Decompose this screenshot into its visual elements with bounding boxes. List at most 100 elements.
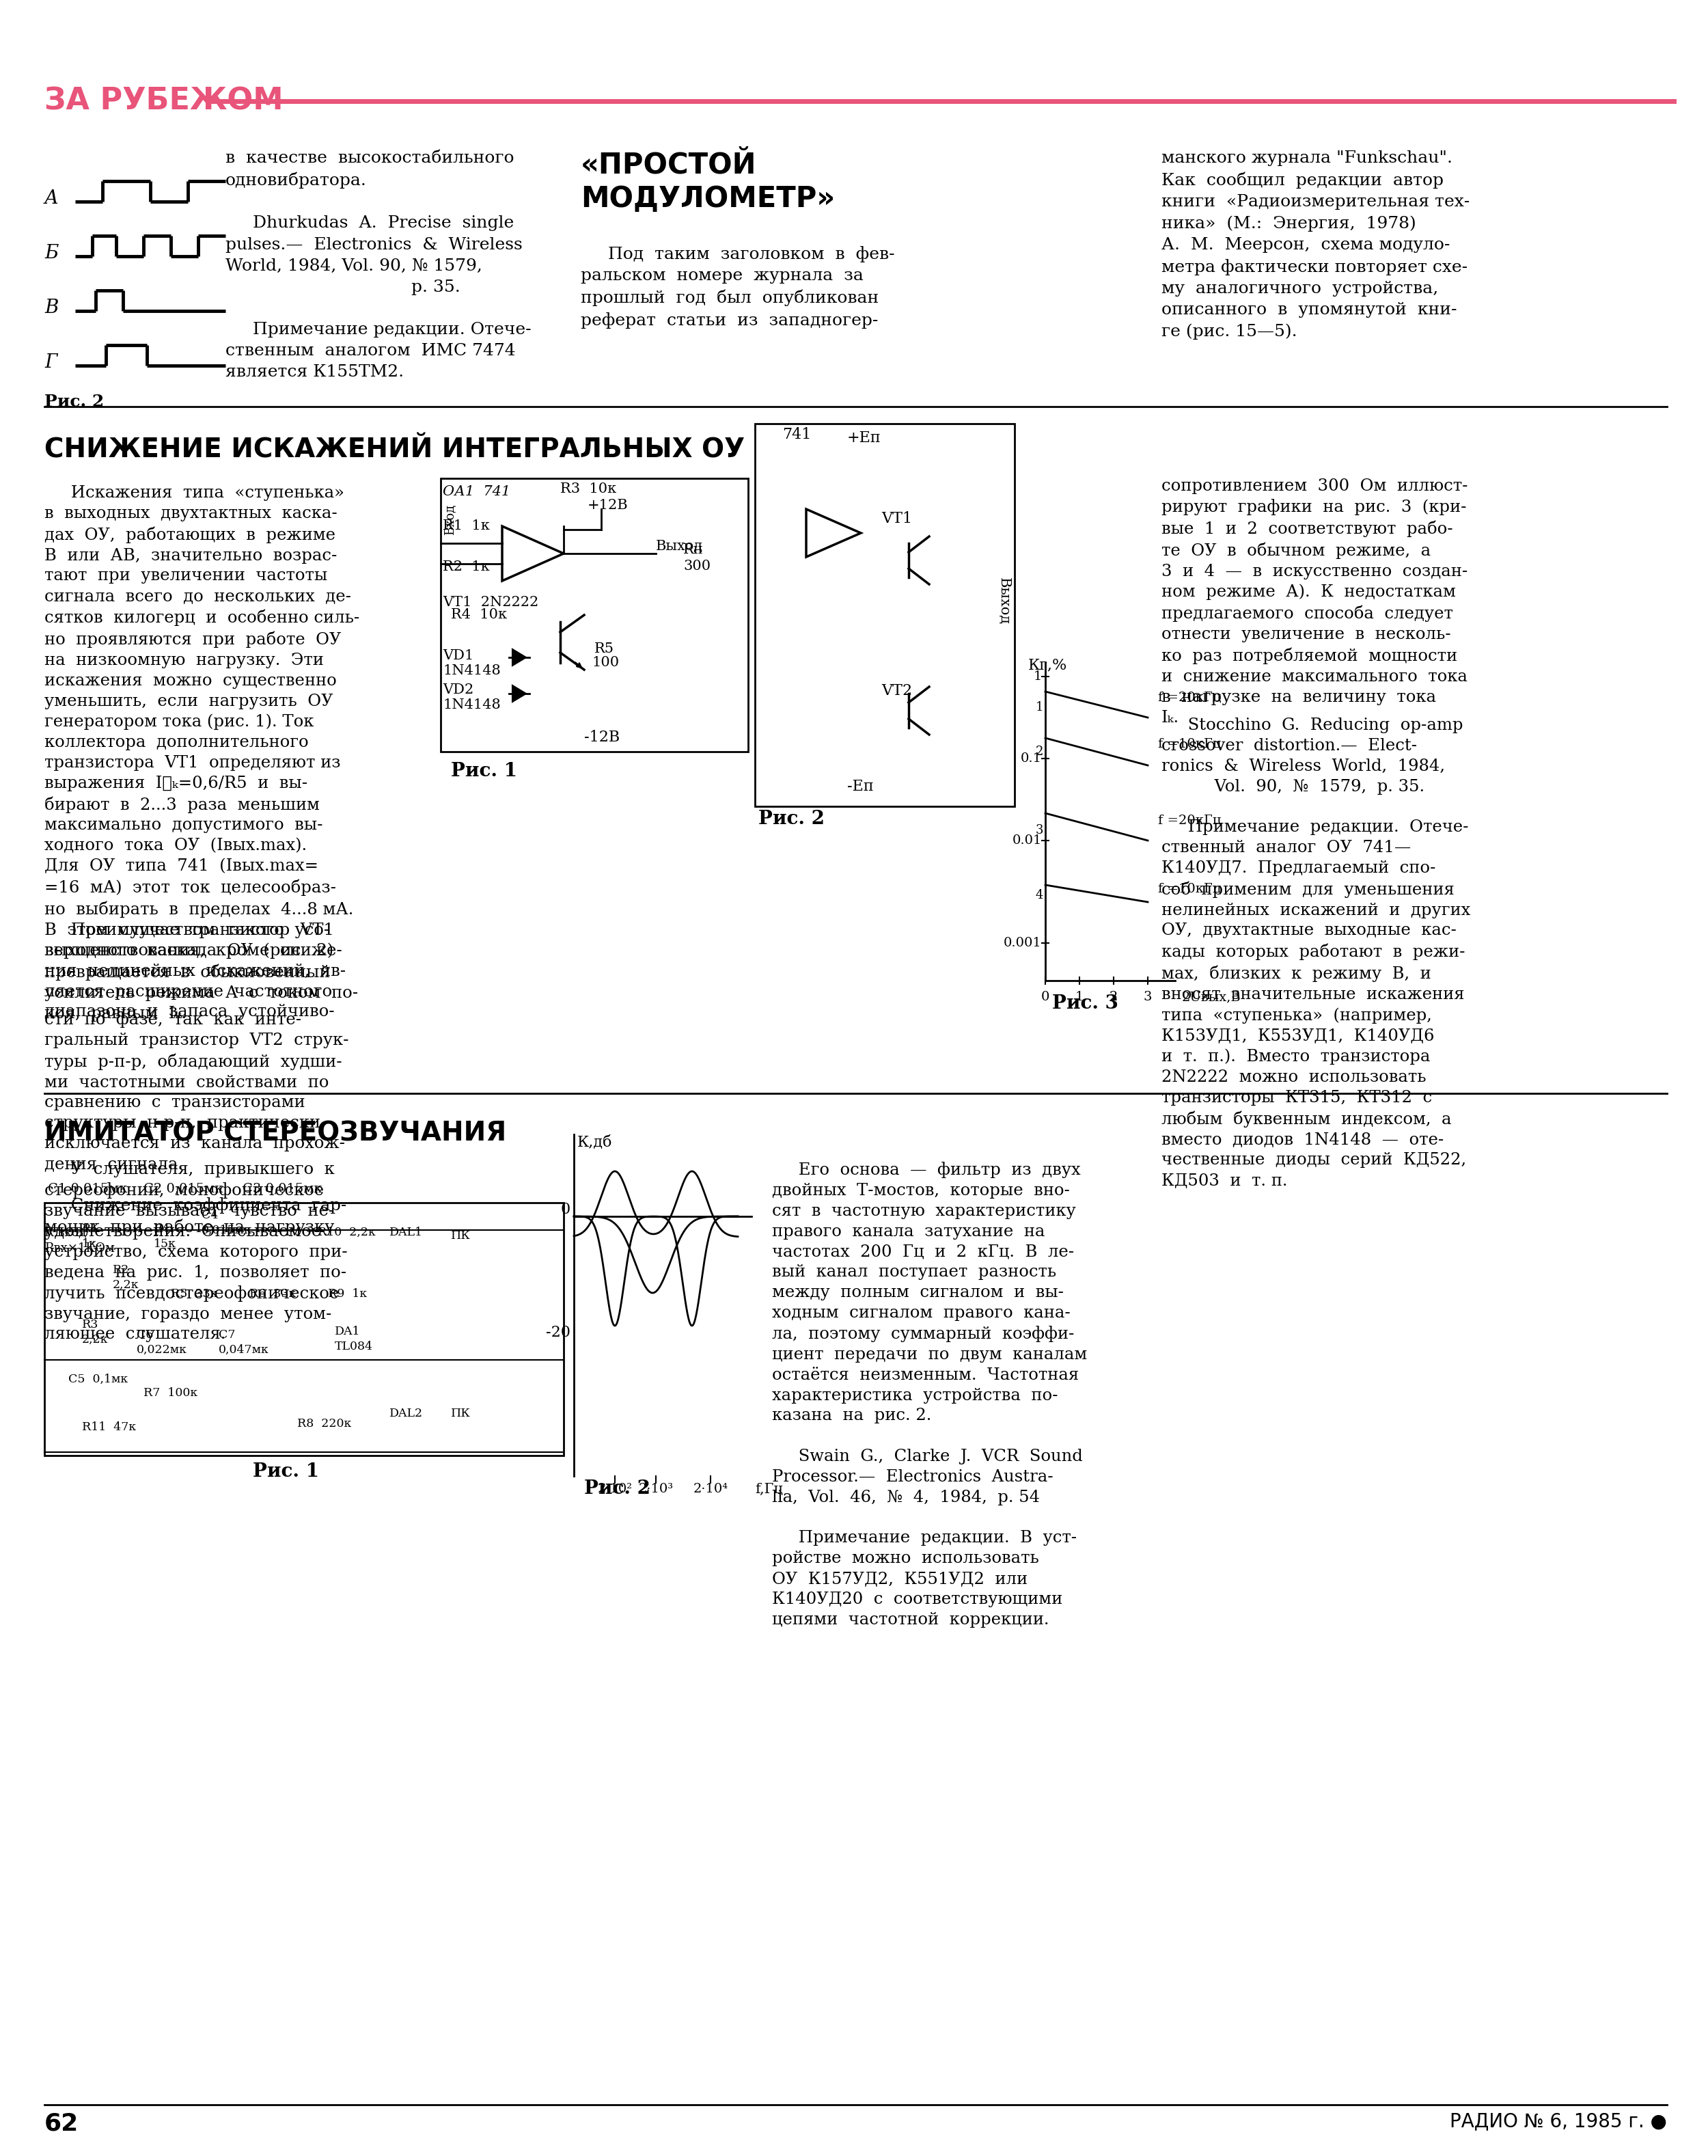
Text: Б: Б [44, 244, 58, 263]
Text: R10  2,2к: R10 2,2к [318, 1227, 376, 1238]
Text: 0.001: 0.001 [1004, 938, 1042, 949]
Text: 62: 62 [44, 2111, 79, 2134]
Text: DAL2: DAL2 [389, 1408, 424, 1419]
Text: R1  1к: R1 1к [442, 520, 490, 533]
Text: DAL1: DAL1 [389, 1227, 424, 1238]
Text: Stocchino  G.  Reducing  op-amp
crossover  distortion.—  Elect-
ronics  &  Wirel: Stocchino G. Reducing op-amp crossover d… [1161, 718, 1471, 1188]
Bar [441, 479, 748, 752]
Text: «ПРОСТОЙ: «ПРОСТОЙ [581, 151, 757, 179]
Text: Кг,%: Кг,% [1028, 658, 1068, 673]
Polygon shape [512, 649, 526, 666]
Text: Рис. 1: Рис. 1 [451, 761, 518, 780]
Text: R5: R5 [594, 642, 615, 655]
Text: 0.1: 0.1 [1021, 752, 1042, 765]
Text: Рис. 2: Рис. 2 [44, 395, 104, 410]
Text: Рис. 1: Рис. 1 [253, 1462, 319, 1481]
Text: C7
0,047мк: C7 0,047мк [219, 1328, 270, 1356]
Text: 3: 3 [1035, 824, 1044, 837]
Text: VD2: VD2 [442, 683, 473, 696]
Text: C1 0,015мк: C1 0,015мк [48, 1181, 128, 1194]
Text: сопротивлением  300  Ом  иллюст-
рируют  графики  на  рис.  3  (кри-
вые  1  и  : сопротивлением 300 Ом иллюст- рируют гра… [1161, 479, 1467, 724]
Text: -12В: -12В [584, 731, 620, 744]
Text: манского журнала "Funkschau".
Как  сообщил  редакции  автор
книги  «Радиоизмерит: манского журнала "Funkschau". Как сообщи… [1161, 151, 1469, 341]
Text: +12B: +12B [588, 498, 629, 511]
Text: 2·10⁴: 2·10⁴ [693, 1483, 728, 1496]
Text: R11  47к: R11 47к [82, 1421, 137, 1434]
Text: C2 0,015мк: C2 0,015мк [143, 1181, 224, 1194]
Text: МОДУЛОМЕТР»: МОДУЛОМЕТР» [581, 185, 835, 213]
Text: DA1
TL084: DA1 TL084 [335, 1326, 372, 1352]
Text: Рис. 2: Рис. 2 [758, 811, 825, 828]
Text: R4  10к: R4 10к [451, 608, 507, 621]
Text: В: В [44, 298, 58, 317]
Text: +Еп: +Еп [847, 431, 881, 446]
Text: 0: 0 [560, 1203, 570, 1218]
Text: 1: 1 [1076, 992, 1083, 1003]
Bar [755, 425, 1015, 806]
Text: 2·10³: 2·10³ [639, 1483, 673, 1496]
Text: f =10кГц: f =10кГц [1158, 737, 1221, 750]
Text: Под  таким  заголовком  в  фев-
ральском  номере  журнала  за
прошлый  год  был : Под таким заголовком в фев- ральском ном… [581, 246, 895, 328]
Text: У  слушателя,  привыкшего  к
стереофонии,  монофоническое
звучание  вызывает  чу: У слушателя, привыкшего к стереофонии, м… [44, 1162, 347, 1343]
Text: Rн
300: Rн 300 [683, 543, 711, 573]
Text: сти  по  фазе,  так  как  инте-
гральный  транзистор  VT2  струк-
туры  р-п-р,  : сти по фазе, так как инте- гральный тран… [44, 1011, 348, 1235]
Text: ПК: ПК [451, 1408, 471, 1419]
Text: в  качестве  высокостабильного
одновибратора.

     Dhurkudas  A.  Precise  sing: в качестве высокостабильного одновибрато… [225, 151, 531, 379]
Text: 1: 1 [1035, 701, 1044, 714]
Text: f,Гц: f,Гц [755, 1483, 782, 1496]
Text: ИМИТАТОР СТЕРЕОЗВУЧАНИЯ: ИМИТАТОР СТЕРЕОЗВУЧАНИЯ [44, 1121, 507, 1147]
Text: Рис. 3: Рис. 3 [1052, 994, 1119, 1013]
Text: VD1: VD1 [442, 649, 473, 662]
Text: Г: Г [44, 354, 56, 371]
Text: 1: 1 [1033, 671, 1042, 683]
Text: R3  10к: R3 10к [560, 483, 617, 496]
Text: R5  33к: R5 33к [171, 1287, 217, 1300]
Text: 2: 2 [1110, 992, 1117, 1003]
Text: R4
15к: R4 15к [154, 1222, 176, 1250]
Text: C4
0,015мк: C4 0,015мк [202, 1210, 253, 1235]
Polygon shape [512, 686, 526, 703]
Text: ЗА РУБЕЖОМ: ЗА РУБЕЖОМ [44, 86, 284, 116]
Text: К,дб: К,дб [577, 1134, 613, 1149]
Text: 1N4148: 1N4148 [442, 664, 500, 677]
Text: R вход
Rвх×1КОм: R вход Rвх×1КОм [44, 1227, 114, 1255]
Text: Вход: Вход [444, 505, 456, 535]
Text: 100: 100 [591, 655, 618, 668]
Text: C6
0,022мк: C6 0,022мк [137, 1328, 188, 1356]
Text: R8  220к: R8 220к [297, 1419, 352, 1429]
Text: 4: 4 [1035, 888, 1044, 901]
Bar [44, 1203, 564, 1455]
Text: f =10кГц: f =10кГц [1158, 882, 1221, 895]
Text: Искажения  типа  «ступенька»
в  выходных  двухтактных  каска-
дах  ОУ,  работающ: Искажения типа «ступенька» в выходных дв… [44, 485, 360, 1022]
Text: 741: 741 [782, 427, 811, 442]
Text: А: А [44, 190, 58, 207]
Text: Выход: Выход [997, 578, 1011, 625]
Text: VT2: VT2 [881, 683, 912, 699]
Text: VT1: VT1 [881, 511, 912, 526]
Text: C5  0,1мк: C5 0,1мк [68, 1373, 128, 1384]
Text: C3 0,015мк: C3 0,015мк [243, 1181, 323, 1194]
Text: VT1  2N2222: VT1 2N2222 [442, 595, 538, 608]
Text: R7  100к: R7 100к [143, 1386, 198, 1399]
Text: f =20кГц: f =20кГц [1158, 813, 1221, 826]
Text: R6  33к: R6 33к [249, 1287, 295, 1300]
Text: Рис. 2: Рис. 2 [584, 1479, 651, 1498]
Text: R2  1к: R2 1к [442, 561, 490, 573]
Text: Его  основа  —  фильтр  из  двух
двойных  Т-мостов,  которые  вно-
сят  в  часто: Его основа — фильтр из двух двойных Т-мо… [772, 1162, 1088, 1628]
Text: -20: -20 [547, 1326, 570, 1341]
Text: R9  1к: R9 1к [328, 1287, 367, 1300]
Text: 2Uвых,B: 2Uвых,B [1182, 992, 1242, 1003]
Text: Выход: Выход [656, 541, 704, 554]
Text: 2: 2 [1035, 746, 1044, 759]
Text: ПК: ПК [451, 1231, 471, 1242]
Text: 2·10²: 2·10² [598, 1483, 632, 1496]
Text: R1
1к: R1 1к [82, 1222, 99, 1250]
Text: -Еп: -Еп [847, 778, 873, 793]
Text: 3: 3 [1144, 992, 1151, 1003]
Text: РАДИО № 6, 1985 г. ●: РАДИО № 6, 1985 г. ● [1450, 2111, 1667, 2130]
Text: СНИЖЕНИЕ ИСКАЖЕНИЙ ИНТЕГРАЛЬНЫХ ОУ: СНИЖЕНИЕ ИСКАЖЕНИЙ ИНТЕГРАЛЬНЫХ ОУ [44, 438, 745, 464]
Text: 0: 0 [1042, 992, 1049, 1003]
Text: R3
2,2к: R3 2,2к [82, 1319, 108, 1345]
Text: 0.01: 0.01 [1013, 834, 1042, 847]
Text: f =20кГц: f =20кГц [1158, 690, 1221, 703]
